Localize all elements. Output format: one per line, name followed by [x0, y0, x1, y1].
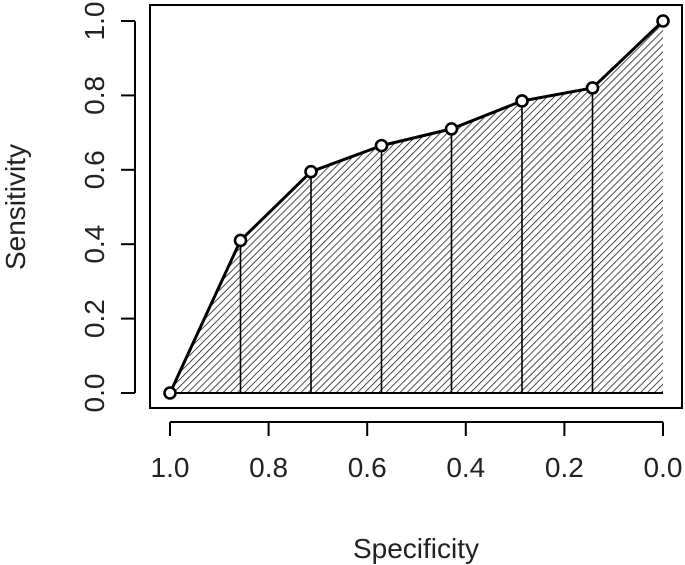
roc-point: [304, 164, 318, 179]
x-tick-label: 0.8: [249, 452, 288, 483]
plot-frame: [149, 4, 683, 409]
roc-point: [656, 14, 670, 28]
roc-point: [444, 122, 459, 136]
y-tick-label: 0.4: [79, 225, 110, 264]
roc-point: [233, 233, 248, 248]
x-tick-label: 1.0: [151, 452, 190, 483]
auc-hatched-area: [170, 21, 663, 393]
roc-curve-line: [168, 19, 665, 394]
y-tick-label: 0.8: [79, 76, 110, 115]
roc-point: [374, 138, 389, 153]
y-tick-label: 0.6: [79, 150, 110, 189]
y-tick-label: 0.0: [79, 374, 110, 413]
roc-point: [585, 81, 600, 95]
x-tick-label: 0.0: [644, 452, 683, 483]
y-tick-label: 1.0: [79, 2, 110, 41]
x-axis-title: Specificity: [353, 533, 479, 564]
x-tick-label: 0.6: [348, 452, 387, 483]
x-axis: 1.0 0.8 0.6 0.4 0.2 0.0: [151, 421, 683, 483]
x-tick-label: 0.4: [446, 452, 485, 483]
y-axis: 0.0 0.2 0.4 0.6 0.8 1.0: [79, 2, 136, 413]
y-axis-title: Sensitivity: [0, 144, 31, 270]
roc-point: [163, 386, 177, 400]
roc-point: [515, 94, 529, 108]
x-tick-label: 0.2: [545, 452, 584, 483]
y-tick-label: 0.2: [79, 299, 110, 338]
